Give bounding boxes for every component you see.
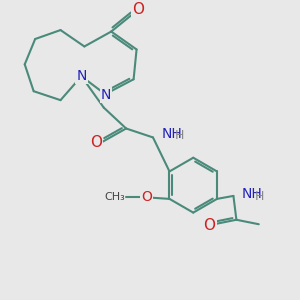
Text: O: O [204, 218, 216, 233]
Text: O: O [141, 190, 152, 204]
Text: CH₃: CH₃ [104, 192, 125, 203]
Text: O: O [132, 2, 144, 17]
Text: N: N [76, 69, 87, 83]
Text: H: H [175, 129, 184, 142]
Text: NH: NH [242, 188, 262, 201]
Text: N: N [101, 88, 111, 102]
Text: H: H [255, 190, 264, 203]
Text: NH: NH [161, 127, 182, 141]
Text: O: O [90, 135, 102, 150]
